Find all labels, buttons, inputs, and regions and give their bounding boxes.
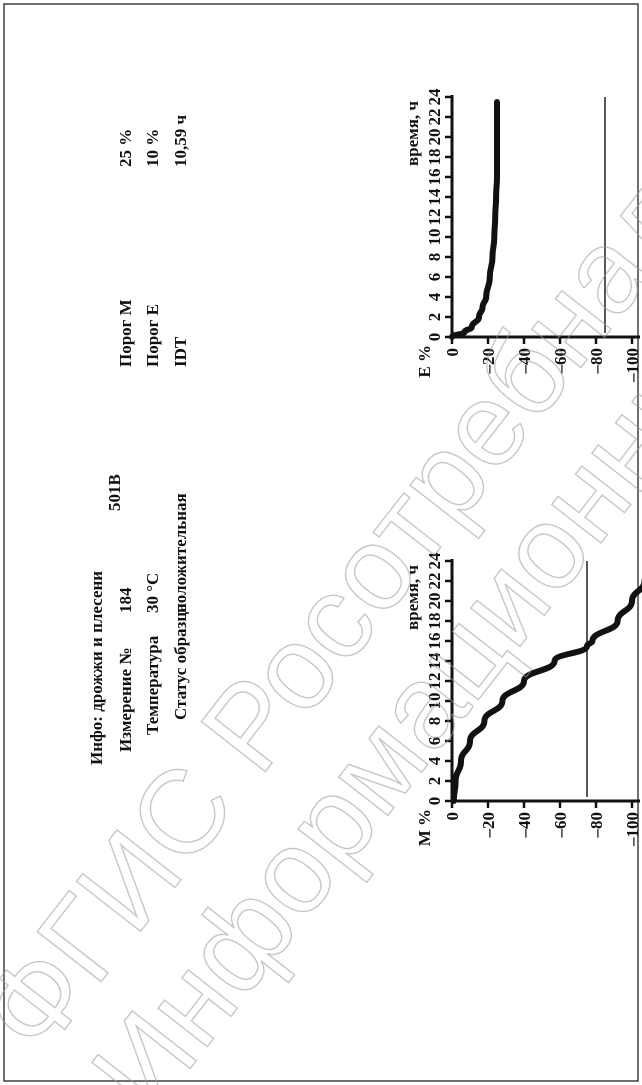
x-tick-label: 18 — [425, 613, 444, 630]
x-tick-label: 20 — [425, 593, 444, 610]
x-axis-label: время, ч — [403, 101, 422, 166]
x-tick-label: 16 — [425, 169, 444, 186]
x-tick-label: 18 — [425, 149, 444, 166]
y-tick-label: –100 — [623, 812, 642, 847]
y-axis-label: M % — [415, 809, 434, 846]
sample-status-label: Статус образца — [171, 603, 190, 720]
y-tick-label: –100 — [623, 348, 642, 383]
idt-label: IDT — [171, 336, 190, 367]
threshold-block: Порог M 25 % Порог E 10 % IDT 10,59 ч — [116, 115, 190, 368]
y-tick-label: –20 — [479, 348, 498, 375]
y-tick-label: –40 — [515, 812, 534, 839]
y-tick-label: –80 — [587, 812, 606, 839]
y-tick-label: –60 — [551, 812, 570, 839]
y-axis-label: E % — [415, 345, 434, 378]
x-tick-label: 0 — [425, 797, 444, 806]
x-axis-label: время, ч — [403, 565, 422, 630]
x-tick-label: 0 — [425, 333, 444, 342]
threshold-m-label: Порог M — [116, 299, 135, 367]
x-tick-label: 8 — [425, 253, 444, 262]
x-tick-label: 16 — [425, 633, 444, 650]
x-tick-label: 14 — [425, 652, 444, 670]
x-tick-label: 10 — [425, 693, 444, 710]
page-border — [3, 3, 639, 1082]
temperature-label: Температура — [143, 635, 162, 735]
x-tick-label: 8 — [425, 717, 444, 726]
x-tick-label: 12 — [425, 673, 444, 690]
y-tick-label: –20 — [479, 812, 498, 839]
x-tick-label: 2 — [425, 313, 444, 322]
threshold-e-label: Порог E — [143, 304, 162, 367]
x-tick-label: 20 — [425, 129, 444, 146]
x-tick-label: 2 — [425, 777, 444, 786]
x-tick-label: 14 — [425, 188, 444, 206]
x-tick-label: 12 — [425, 209, 444, 226]
measurement-label: Измерение № — [116, 648, 135, 752]
series-line — [450, 563, 642, 804]
y-tick-label: –80 — [587, 348, 606, 375]
measurement-value: 184 — [116, 587, 135, 613]
x-tick-label: 22 — [425, 109, 444, 126]
y-tick-label: –40 — [515, 348, 534, 375]
x-tick-label: 6 — [425, 273, 444, 282]
x-tick-label: 6 — [425, 737, 444, 746]
temperature-value: 30 °C — [143, 573, 162, 613]
rotated-report: Инфо: дрожжи и плесени Измерение № 184 Т… — [87, 88, 642, 847]
x-tick-label: 4 — [425, 756, 444, 765]
idt-value: 10,59 ч — [171, 115, 190, 168]
y-tick-label: 0 — [443, 348, 462, 357]
y-tick-label: –60 — [551, 348, 570, 375]
x-tick-label: 24 — [425, 552, 444, 570]
x-tick-label: 4 — [425, 292, 444, 301]
x-tick-label: 22 — [425, 573, 444, 590]
threshold-e-value: 10 % — [143, 129, 162, 167]
x-tick-label: 10 — [425, 229, 444, 246]
y-tick-label: 0 — [443, 812, 462, 821]
series-line — [449, 99, 501, 340]
sample-status-value: положительная — [171, 493, 190, 613]
threshold-m-value: 25 % — [116, 129, 135, 167]
x-tick-label: 24 — [425, 88, 444, 106]
info-title: Инфо: дрожжи и плесени — [87, 571, 106, 765]
info-block: Инфо: дрожжи и плесени Измерение № 184 Т… — [87, 493, 190, 765]
sample-code: 501B — [105, 474, 124, 511]
